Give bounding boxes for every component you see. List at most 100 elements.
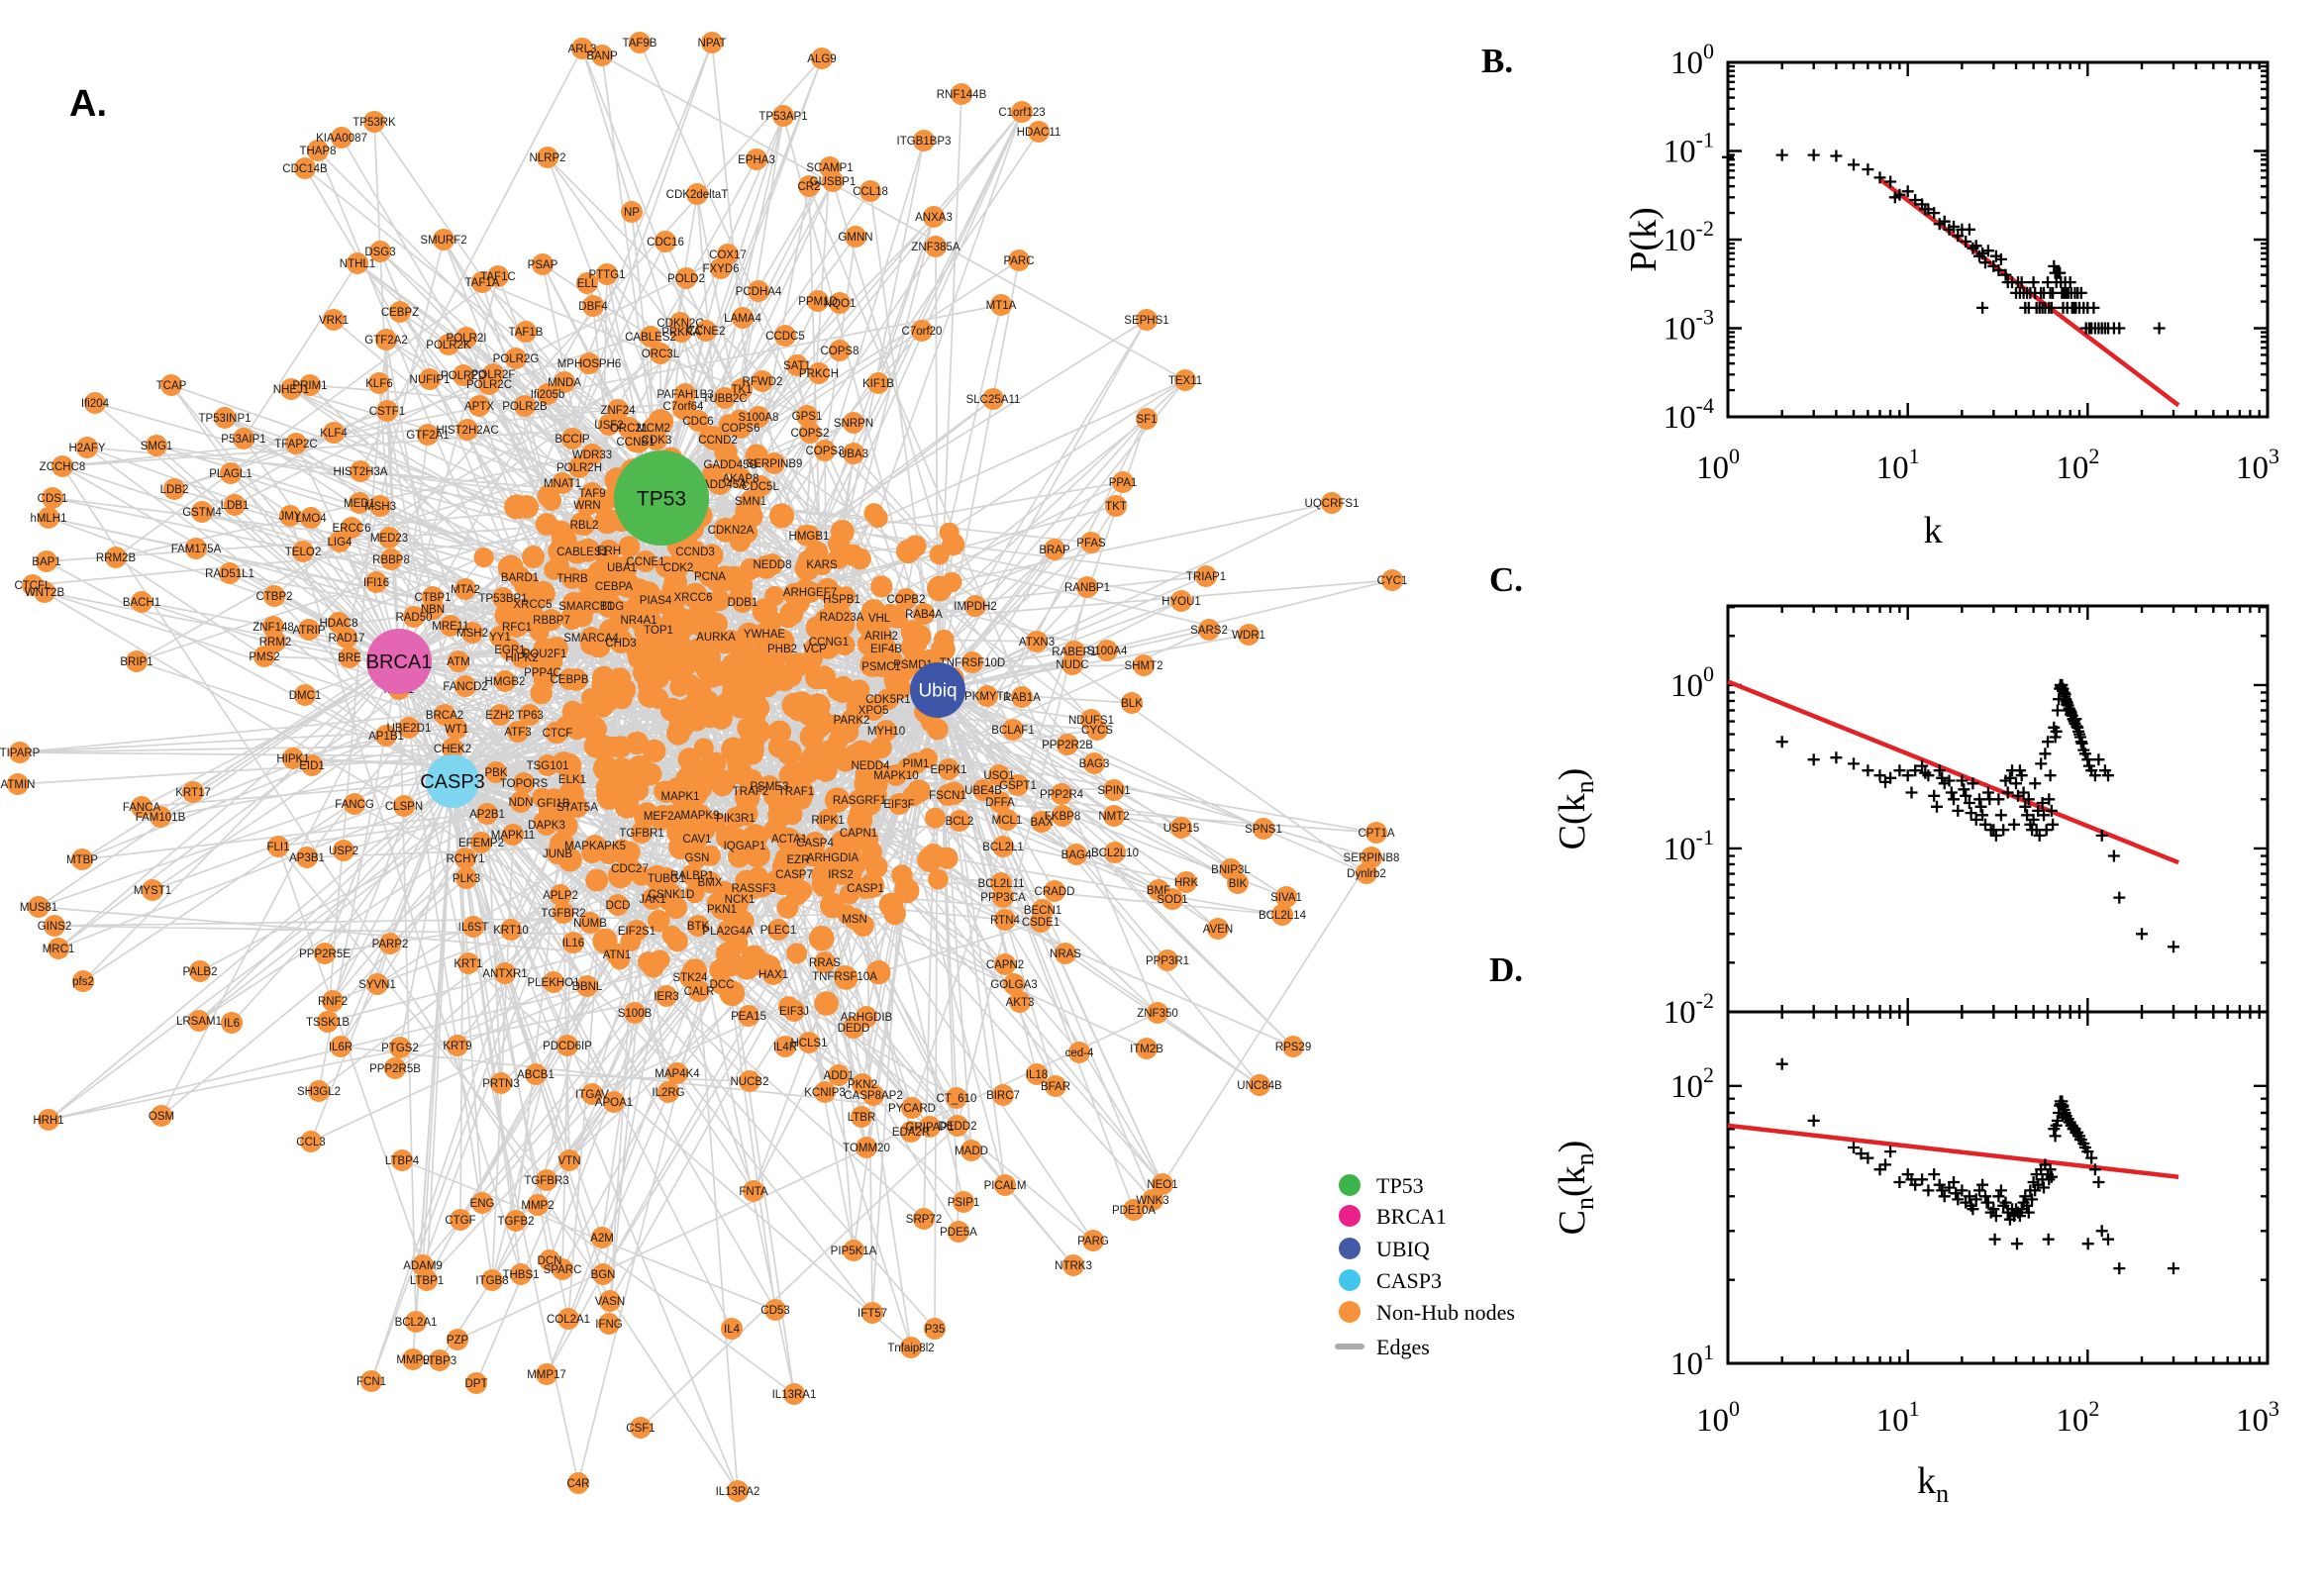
gene-label: STK24 — [672, 972, 708, 984]
gene-label: ZNF148 — [252, 622, 294, 634]
gene-node — [1175, 871, 1197, 893]
gene-label: PDCD6IP — [543, 1041, 592, 1052]
gene-label: CABLES1 — [556, 547, 608, 558]
gene-node — [447, 1329, 468, 1350]
gene-node — [131, 796, 152, 818]
gene-node — [576, 494, 598, 516]
gene-label: OSM — [149, 1111, 174, 1123]
gene-node — [150, 806, 171, 828]
gene-label: ITM2B — [1130, 1044, 1163, 1055]
gene-node — [554, 371, 575, 393]
gene-node — [471, 1192, 493, 1214]
gene-label: EIF3J — [779, 1006, 809, 1018]
gene-label: PICALM — [984, 1180, 1027, 1192]
gene-node — [786, 943, 808, 964]
gene-node — [1076, 576, 1098, 598]
gene-label: UBA3 — [839, 449, 868, 460]
gene-node — [537, 383, 558, 405]
gene-node — [1198, 619, 1220, 641]
legend-swatch-tp53 — [1339, 1174, 1361, 1196]
gene-node — [220, 462, 242, 484]
gene-node — [566, 796, 588, 818]
gene-label: KRT9 — [443, 1041, 471, 1052]
gene-node — [748, 280, 769, 302]
gene-node — [825, 714, 846, 735]
gene-label: ATF3 — [504, 727, 531, 739]
gene-label: MT1A — [986, 300, 1017, 312]
gene-node — [706, 812, 727, 833]
x-axis-title: k — [1924, 510, 1943, 551]
gene-label: SIVA1 — [1270, 892, 1302, 904]
gene-label: LDB1 — [221, 500, 250, 512]
gene-node — [38, 507, 59, 529]
gene-label: CAPN2 — [986, 959, 1024, 971]
gene-label: FNTA — [739, 1186, 768, 1198]
gene-node — [714, 387, 736, 409]
gene-label: EZR — [787, 854, 810, 866]
gene-node — [625, 731, 649, 755]
gene-node — [831, 606, 853, 628]
gene-node — [785, 652, 810, 677]
gene-node — [576, 975, 598, 997]
gene-label: HDAC8 — [320, 618, 358, 630]
gene-node — [657, 1081, 679, 1103]
gene-label: BFAR — [1041, 1081, 1070, 1093]
gene-node — [817, 809, 839, 831]
gene-label: SMG1 — [141, 441, 173, 452]
gene-node — [557, 1308, 579, 1330]
gene-node — [730, 467, 752, 489]
gene-node — [743, 1180, 764, 1202]
gene-label: P35 — [925, 1324, 945, 1336]
gene-node — [811, 48, 833, 69]
gene-node — [689, 804, 711, 826]
gene-node — [625, 431, 647, 452]
gene-label: HIST2H2AC — [436, 425, 498, 437]
plot-frame — [1726, 604, 2270, 1014]
gene-node — [628, 609, 650, 631]
gene-node — [447, 1035, 468, 1056]
gene-label: CDKN2A — [708, 525, 755, 537]
gene-label: MUS81 — [20, 902, 57, 914]
gene-label: TKT — [1105, 501, 1127, 513]
gene-node — [650, 343, 671, 364]
gene-label: MEF2A — [644, 811, 682, 823]
gene-node — [994, 1174, 1016, 1196]
gene-label: RFC1 — [502, 622, 532, 634]
gene-node — [844, 908, 865, 930]
gene-node — [621, 201, 643, 223]
gene-label: UBE4B — [964, 785, 1002, 797]
gene-label: SCAMP1 — [806, 162, 853, 174]
gene-node — [1133, 654, 1155, 676]
gene-node — [771, 638, 793, 659]
gene-node — [369, 241, 391, 262]
gene-label: RCHY1 — [447, 853, 485, 865]
gene-label: IQGAP1 — [724, 841, 766, 852]
gene-label: ELK1 — [558, 774, 586, 786]
gene-label: IL4 — [724, 1324, 741, 1336]
gene-label: MCL1 — [992, 815, 1023, 827]
gene-label: ITGAV — [575, 1089, 609, 1101]
gene-node — [42, 487, 63, 509]
gene-node — [349, 492, 370, 514]
gene-label: TRAF2 — [733, 786, 768, 798]
gene-label: LTBR — [848, 1112, 876, 1124]
gene-label: PPP2R5E — [299, 948, 351, 960]
gene-node — [379, 933, 401, 954]
gene-label: CHEK2 — [434, 744, 471, 755]
gene-label: RNF2 — [318, 996, 348, 1008]
gene-label: ELL — [577, 278, 598, 290]
gene-node — [1044, 539, 1065, 560]
gene-node — [938, 758, 960, 780]
gene-label: ABCB1 — [517, 1069, 555, 1081]
gene-label: CT_610 — [937, 1093, 977, 1105]
gene-label: CTCFL — [14, 580, 51, 592]
gene-node — [913, 1208, 935, 1230]
gene-node — [296, 847, 318, 868]
gene-node — [900, 1337, 922, 1358]
gene-node — [869, 737, 892, 759]
gene-node — [1195, 565, 1217, 587]
gene-node — [774, 1036, 796, 1057]
gene-node — [597, 785, 622, 810]
gene-node — [924, 1318, 946, 1340]
gene-label: NHEJ1 — [273, 384, 309, 396]
